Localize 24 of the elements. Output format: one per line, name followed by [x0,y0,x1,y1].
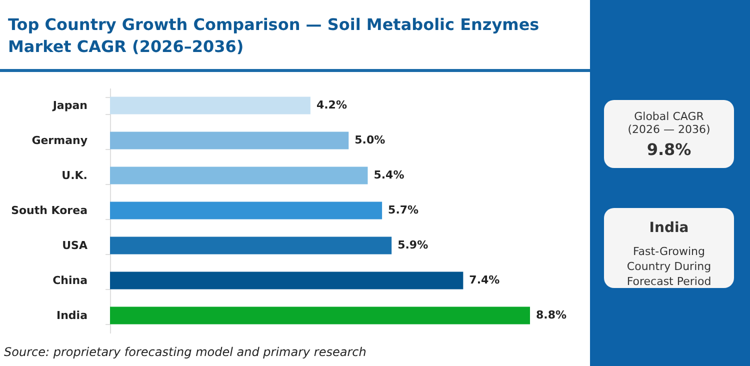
y-tick-label: Germany [32,134,88,147]
y-tick-label: Japan [52,99,88,112]
source-note: Source: proprietary forecasting model and primary research [4,345,366,359]
bar [110,272,464,290]
data-label: 8.8% [536,308,567,322]
data-label: 5.4% [374,168,404,182]
bar [110,166,368,184]
y-tick-label: USA [62,239,88,252]
bar [110,202,382,220]
chart-title: Top Country Growth Comparison — Soil Metabolic Enzymes Market CAGR (2026–2036) [8,14,540,58]
data-label: 5.9% [398,238,428,252]
data-label: 5.7% [388,204,419,216]
data-label: 7.4% [469,274,500,286]
y-tick-label: China [52,274,88,287]
y-tick-label: South Korea [11,204,88,217]
side-panel: Global CAGR (2026 — 2036) 9.8% India Fast-Growing Country During Forecast Period [590,0,750,366]
bar [110,306,530,324]
bar [110,236,392,254]
y-tick-label: U.K. [62,169,88,182]
data-label: 4.2% [316,98,347,112]
data-label: 5.0% [354,134,386,146]
bar [110,96,310,114]
bar [110,132,349,150]
y-tick-label: India [56,309,88,322]
